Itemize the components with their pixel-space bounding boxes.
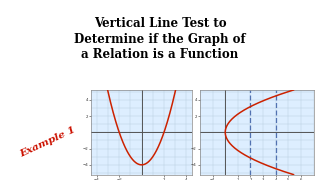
Text: Example 1: Example 1 — [19, 125, 77, 159]
Text: Vertical Line Test to
Determine if the Graph of
a Relation is a Function: Vertical Line Test to Determine if the G… — [74, 17, 246, 61]
